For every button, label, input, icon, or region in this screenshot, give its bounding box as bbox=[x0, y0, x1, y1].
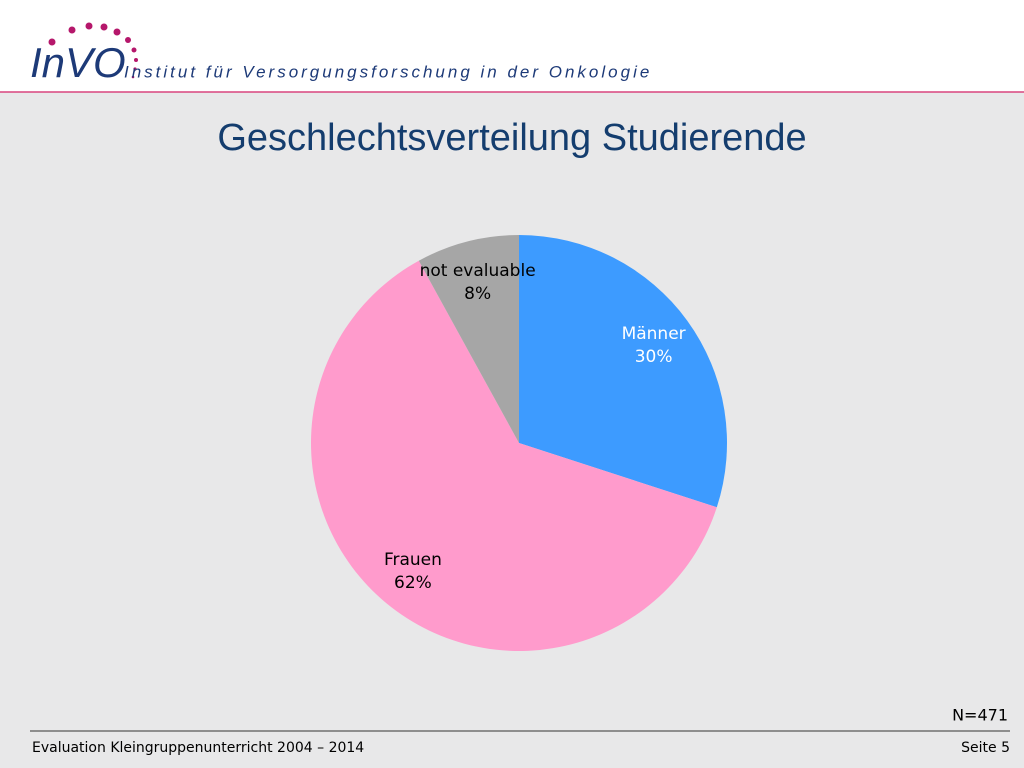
institute-name: Institut für Versorgungsforschung in der… bbox=[124, 62, 652, 81]
slice-label: not evaluable bbox=[420, 261, 536, 281]
sample-size: N=471 bbox=[952, 706, 1008, 725]
footer-left: Evaluation Kleingruppenunterricht 2004 –… bbox=[32, 740, 364, 756]
chart-title: Geschlechtsverteilung Studierende bbox=[217, 117, 806, 159]
slice-value: 62% bbox=[394, 573, 432, 593]
logo: InVO bbox=[30, 39, 126, 86]
pie: Männer 30% Frauen 62% not evaluable 8% bbox=[311, 235, 728, 651]
slice-label: Männer bbox=[622, 324, 686, 344]
logo-dots bbox=[48, 22, 138, 79]
header-band bbox=[0, 0, 1024, 92]
slice-value: 8% bbox=[464, 284, 491, 304]
pie-slice bbox=[311, 260, 717, 651]
pie-slice bbox=[418, 235, 519, 443]
slice-label: Frauen bbox=[384, 550, 442, 570]
footer-right: Seite 5 bbox=[961, 740, 1010, 756]
pie-slice bbox=[519, 235, 728, 508]
slice-value: 30% bbox=[635, 347, 673, 367]
